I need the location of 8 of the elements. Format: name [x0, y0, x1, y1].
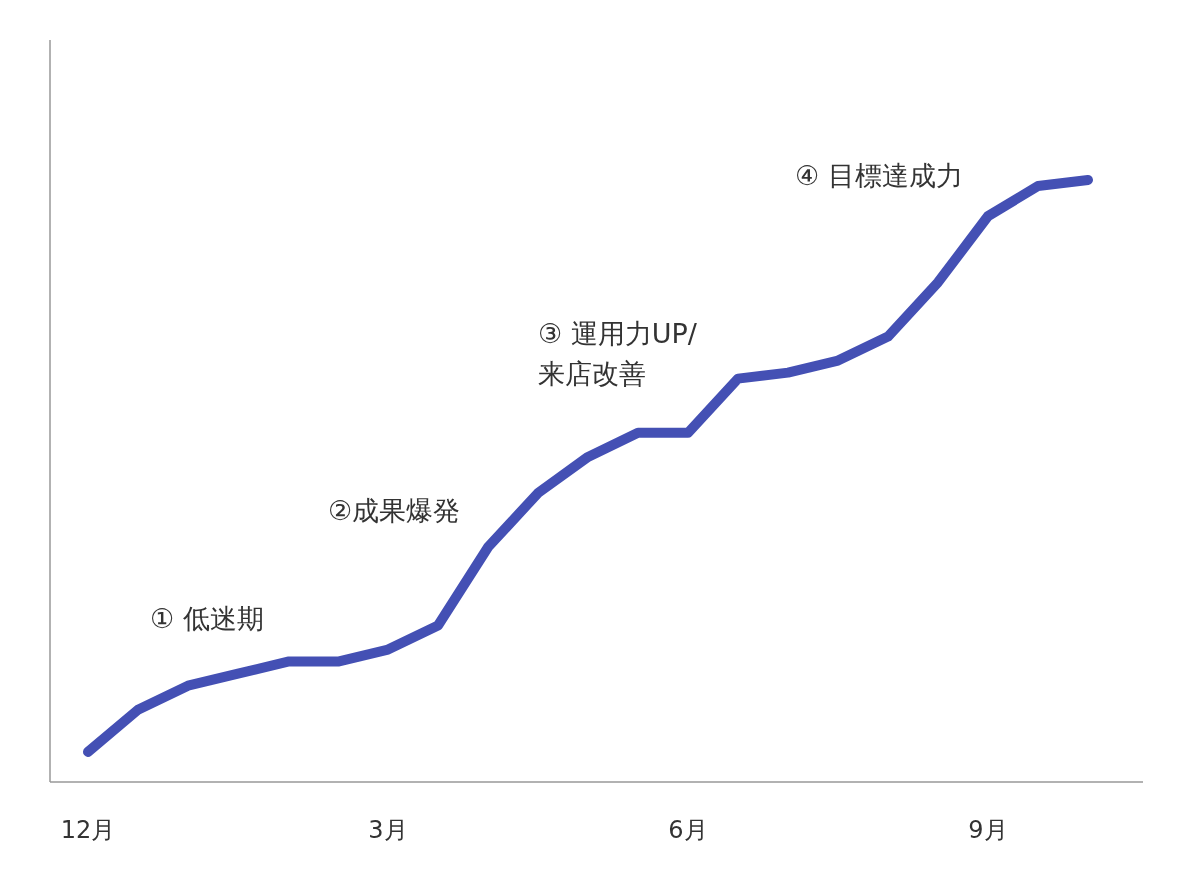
x-tick-label: 3月 — [368, 816, 408, 844]
annotation: ③ 運用力UP/ 来店改善 — [538, 318, 698, 389]
annotation: ① 低迷期 — [150, 603, 264, 634]
annotation: ②成果爆発 — [328, 495, 461, 526]
annotation: ④ 目標達成力 — [795, 160, 963, 191]
x-tick-label: 6月 — [668, 816, 708, 844]
x-tick-label: 9月 — [968, 816, 1008, 844]
x-tick-label: 12月 — [60, 816, 116, 844]
